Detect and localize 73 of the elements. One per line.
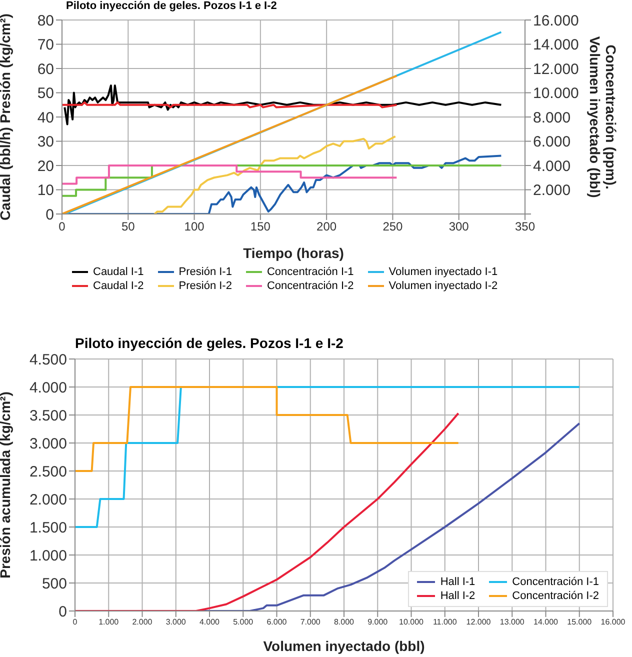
x-tick-label: 300 xyxy=(448,220,470,234)
y2-tick-label: 2.000 xyxy=(533,182,571,200)
x-tick-label: 16.000 xyxy=(600,618,626,627)
y-tick-label: 4.500 xyxy=(29,351,67,368)
x-tick-label: 15.000 xyxy=(567,618,592,627)
legend-label: Caudal I-1 xyxy=(92,266,144,278)
x-tick-label: 13.000 xyxy=(500,618,525,627)
legend-label: Hall I-1 xyxy=(439,576,476,588)
x-tick-label: 7.000 xyxy=(300,618,321,627)
line-series xyxy=(64,84,502,126)
x-tick-label: 11.000 xyxy=(432,618,458,627)
legend-label: Volumen inyectado I-1 xyxy=(388,266,498,278)
legend-label: Caudal I-2 xyxy=(92,280,144,292)
y-tick-label: 70 xyxy=(37,36,54,54)
legend-label: Concentración I-1 xyxy=(266,266,354,278)
y-tick-label: 30 xyxy=(37,134,54,151)
x-tick-label: 100 xyxy=(184,220,205,234)
legend-label: Presión I-1 xyxy=(178,266,232,278)
x-tick-label: 4.000 xyxy=(199,618,220,627)
line-series xyxy=(75,386,460,472)
y-tick-label: 500 xyxy=(42,575,67,592)
x-axis-title: Tiempo (horas) xyxy=(243,245,344,261)
y2-tick-label: 12.000 xyxy=(533,60,579,78)
y-tick-label: 3.500 xyxy=(29,407,67,424)
y-tick-label: 1.000 xyxy=(29,547,67,564)
legend-label: Concentración I-2 xyxy=(266,280,354,292)
y-tick-label: 60 xyxy=(37,60,54,78)
x-tick-label: 9.000 xyxy=(368,618,388,627)
y-tick-label: 50 xyxy=(37,85,54,102)
y-tick-label: 20 xyxy=(37,158,54,175)
x-tick-label: 350 xyxy=(514,220,536,234)
y-tick-label: 4.000 xyxy=(29,379,67,396)
y2-tick-label: 8.000 xyxy=(533,109,571,126)
x-tick-label: 200 xyxy=(316,220,337,234)
legend-label: Concentración I-2 xyxy=(511,590,599,602)
legend-label: Concentración I-1 xyxy=(511,576,599,588)
x-tick-label: 150 xyxy=(250,220,271,234)
x-tick-label: 50 xyxy=(121,220,136,234)
line-series xyxy=(154,135,396,214)
line-series xyxy=(75,412,460,611)
x-tick-label: 14.000 xyxy=(534,618,559,627)
x-tick-label: 2.000 xyxy=(132,618,153,627)
x-tick-label: 12.000 xyxy=(466,618,492,627)
y2-tick-label: 16.000 xyxy=(533,12,579,30)
y-tick-label: 40 xyxy=(37,109,54,126)
y-tick-label: 1.500 xyxy=(29,519,67,536)
x-tick-label: 250 xyxy=(382,220,404,234)
y-tick-label: 10 xyxy=(37,182,54,200)
x-tick-label: 3.000 xyxy=(166,618,186,627)
legend-label: Presión I-2 xyxy=(178,280,232,292)
y-tick-label: 3.000 xyxy=(29,435,67,452)
y2-tick-label: 4.000 xyxy=(533,158,571,175)
x-tick-label: 10.000 xyxy=(399,618,424,627)
y-axis-title: Presión acumulada (kg/cm²) xyxy=(0,392,13,578)
x-axis-title: Volumen inyectado (bbl) xyxy=(263,638,425,654)
x-tick-label: 6.000 xyxy=(266,618,288,627)
x-tick-label: 1.000 xyxy=(98,618,120,627)
y2-axis-title: Concentración (ppm). Volumen inyectado (bbl) xyxy=(587,36,619,198)
y-tick-label: 80 xyxy=(37,12,54,30)
x-tick-label: 5.000 xyxy=(233,618,254,627)
y-tick-label: 2.500 xyxy=(29,463,67,480)
chart-title: Piloto inyección de geles. Pozos I-1 e I-2 xyxy=(75,335,344,351)
legend-label: Volumen inyectado I-2 xyxy=(388,280,498,292)
y-axis-title: Caudal (bbl/h) Presión (kg/cm²) xyxy=(0,14,13,220)
y-tick-label: 2.000 xyxy=(29,491,67,508)
x-tick-label: 0 xyxy=(72,618,78,627)
x-tick-label: 8.000 xyxy=(334,618,355,627)
y2-tick-label: 6.000 xyxy=(533,134,571,151)
legend-label: Hall I-2 xyxy=(439,590,476,602)
chart-title: Piloto inyección de geles. Pozos I-1 e I-2 xyxy=(66,0,277,12)
y2-tick-label: 14.000 xyxy=(533,36,579,54)
y2-tick-label: 10.000 xyxy=(533,85,579,102)
line-series xyxy=(62,164,398,185)
